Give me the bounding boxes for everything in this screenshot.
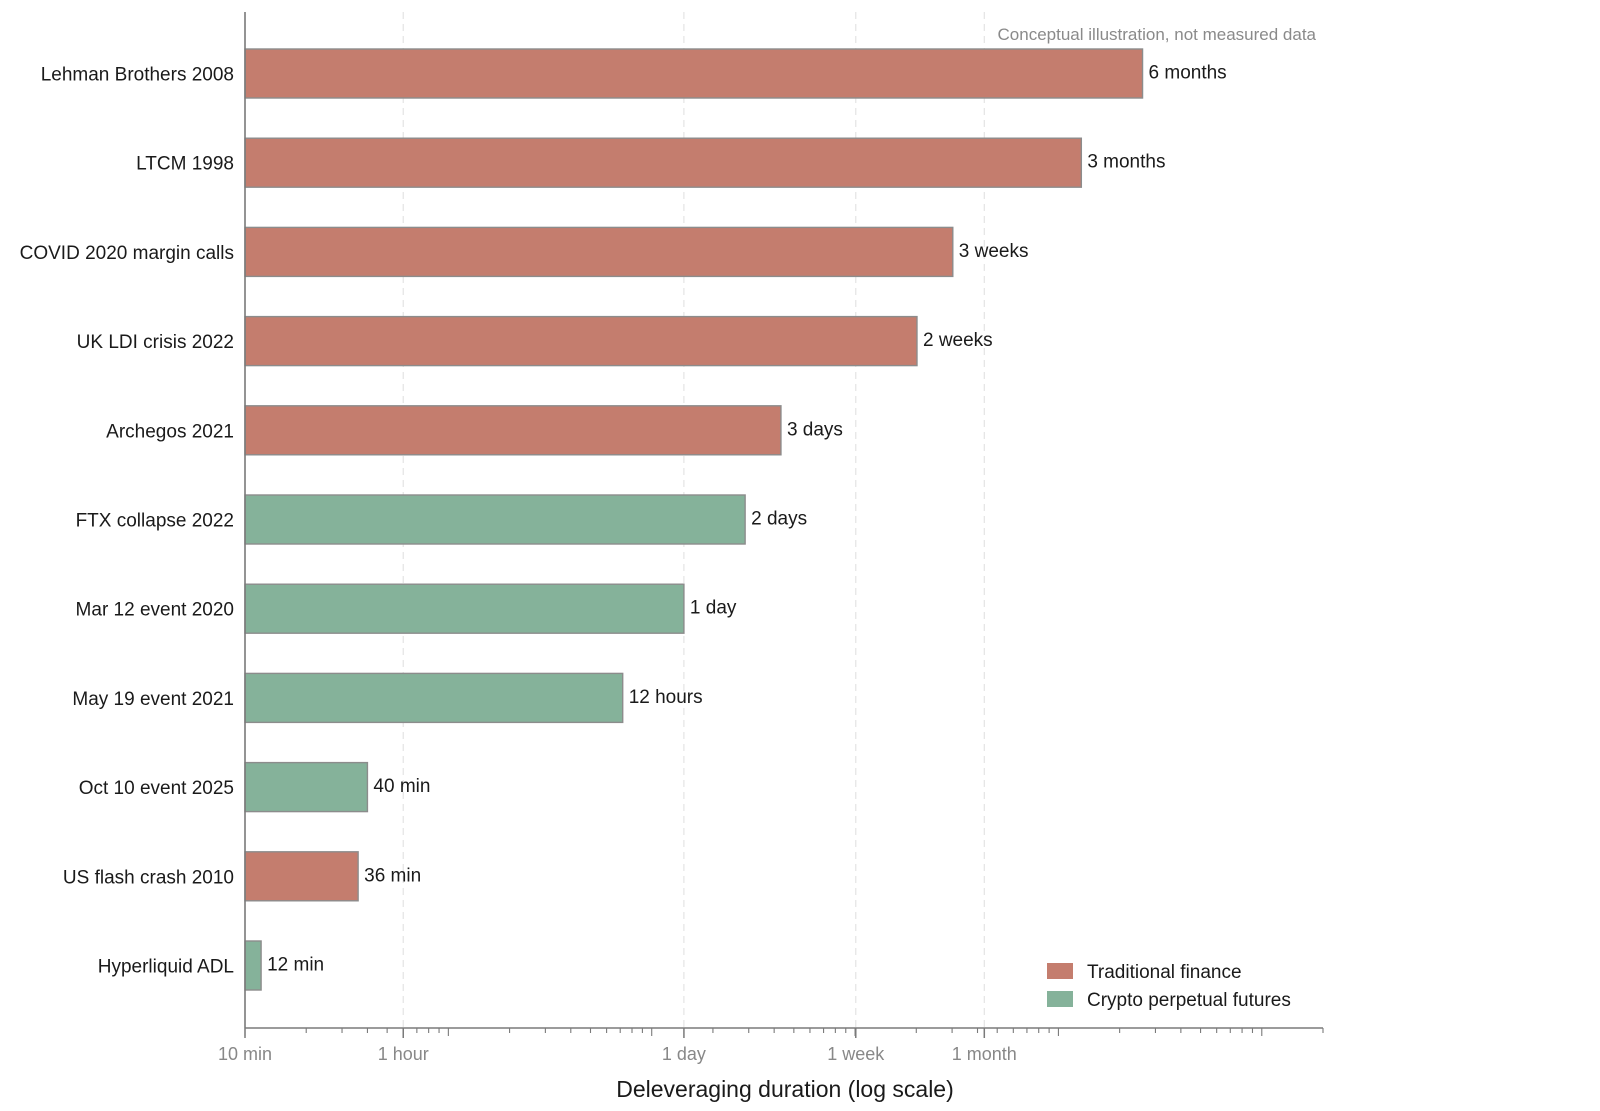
value-label-may-19-event-2021: 12 hours [629,687,703,708]
value-label-ftx-collapse-2022: 2 days [751,509,807,530]
category-label-us-flash-crash-2010: US flash crash 2010 [63,867,234,888]
category-label-oct-10-event-2025: Oct 10 event 2025 [79,778,234,799]
value-label-lehman-brothers-2008: 6 months [1149,63,1227,84]
value-label-mar-12-event-2020: 1 day [690,598,737,619]
category-label-hyperliquid-adl: Hyperliquid ADL [98,957,234,978]
legend: Traditional finance Crypto perpetual fut… [1047,962,1291,1011]
value-label-uk-ldi-crisis-2022: 2 weeks [923,330,993,351]
bar-us-flash-crash-2010 [244,851,359,902]
category-label-covid-2020-margin-calls: COVID 2020 margin calls [20,243,234,264]
category-label-uk-ldi-crisis-2022: UK LDI crisis 2022 [77,332,234,353]
value-label-us-flash-crash-2010: 36 min [364,865,421,886]
tick-label-1-day: 1 day [662,1044,706,1064]
category-label-mar-12-event-2020: Mar 12 event 2020 [76,600,234,621]
tick-label-1-week: 1 week [827,1044,885,1064]
bars [244,48,1144,991]
legend-label-traditional-finance: Traditional finance [1087,962,1242,983]
axes [244,12,1323,1029]
bar-archegos-2021 [244,405,782,456]
bar-mar-12-event-2020 [244,583,685,634]
value-label-hyperliquid-adl: 12 min [267,955,324,976]
bar-uk-ldi-crisis-2022 [244,315,918,367]
bar-hyperliquid-adl [244,940,262,991]
tick-label-1-month: 1 month [952,1044,1017,1064]
value-label-archegos-2021: 3 days [787,419,843,440]
bar-lehman-brothers-2008 [244,48,1144,99]
value-label-covid-2020-margin-calls: 3 weeks [959,241,1029,262]
tick-label-1-hour: 1 hour [378,1044,429,1064]
category-label-ftx-collapse-2022: FTX collapse 2022 [76,511,234,532]
x-axis-title: Deleveraging duration (log scale) [616,1076,954,1102]
category-labels: Lehman Brothers 2008 LTCM 1998 COVID 2020 … [20,65,234,978]
bar-ftx-collapse-2022 [244,494,746,545]
bar-ltcm-1998 [244,137,1083,188]
value-label-ltcm-1998: 3 months [1087,152,1165,173]
legend-label-crypto-perpetual-futures: Crypto perpetual futures [1087,990,1291,1011]
tick-label-10-min: 10 min [218,1044,272,1064]
bar-covid-2020-margin-calls [244,226,954,278]
legend-swatch-traditional-finance [1047,963,1073,979]
bar-oct-10-event-2025 [244,761,369,813]
category-label-may-19-event-2021: May 19 event 2021 [72,689,234,710]
bar-may-19-event-2021 [244,672,624,724]
value-labels: 6 months 3 months 3 weeks 2 weeks 3 days 2 da… [267,63,1227,976]
category-label-ltcm-1998: LTCM 1998 [136,154,234,175]
category-label-archegos-2021: Archegos 2021 [106,421,234,442]
legend-swatch-crypto-perpetual-futures [1047,991,1073,1007]
value-label-oct-10-event-2025: 40 min [373,776,430,797]
category-label-lehman-brothers-2008: Lehman Brothers 2008 [41,65,234,86]
x-ticks: 10 min 1 hour 1 day 1 week 1 month [218,1028,1324,1064]
chart-annotation: Conceptual illustration, not measured da… [998,25,1317,44]
